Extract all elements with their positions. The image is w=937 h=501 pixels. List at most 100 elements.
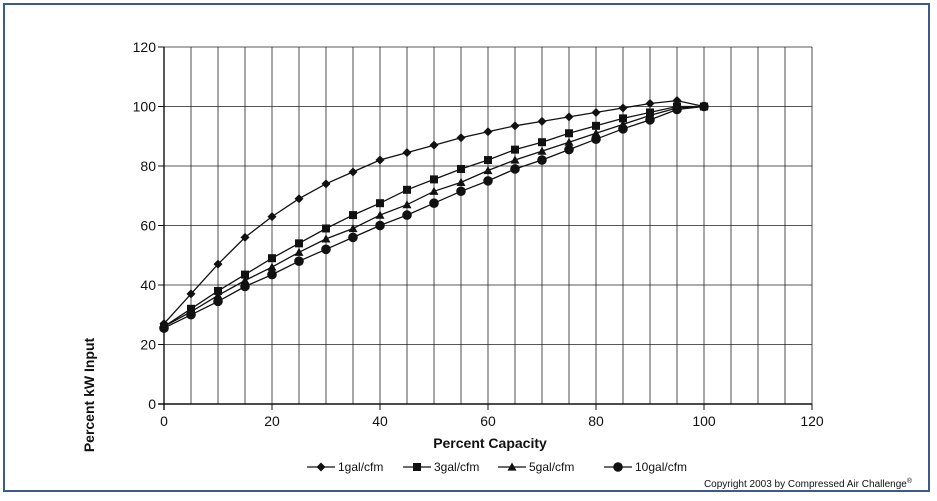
data-point-diamond (483, 127, 493, 137)
data-point-square (413, 463, 421, 471)
data-point-square (511, 145, 519, 154)
data-point-circle (159, 323, 169, 333)
data-point-triangle (240, 276, 250, 285)
data-point-circle (186, 309, 196, 320)
data-point-square (565, 129, 573, 138)
legend: 1gal/cfm 3gal/cfm 5gal/cfm 10gal/cfm (307, 460, 687, 474)
legend-item-4: 10gal/cfm (604, 460, 687, 474)
data-point-circle (375, 220, 385, 231)
data-point-triangle (294, 247, 304, 256)
y-tick-label: 0 (148, 396, 156, 412)
registered-mark: ® (907, 477, 913, 485)
data-point-diamond (510, 121, 520, 131)
x-tick-label: 100 (692, 413, 716, 429)
data-point-diamond (240, 232, 250, 242)
series-layer (159, 96, 709, 333)
data-point-circle (456, 186, 466, 197)
copyright-label: Copyright 2003 by Compressed Air Challen… (704, 479, 907, 490)
data-point-circle (645, 115, 655, 125)
data-point-diamond (456, 133, 466, 143)
data-point-square (538, 138, 546, 147)
x-tick-label: 80 (588, 413, 604, 429)
data-point-triangle (267, 262, 277, 271)
data-point-diamond (591, 107, 601, 117)
data-point-square (430, 175, 438, 184)
data-point-diamond (537, 116, 547, 126)
y-axis-title: Percent kW Input (81, 337, 97, 452)
data-point-circle (213, 296, 223, 307)
x-tick-label: 60 (480, 413, 496, 429)
legend-item-1: 1gal/cfm (307, 460, 383, 474)
data-point-circle (699, 101, 709, 112)
data-point-diamond (213, 259, 223, 269)
data-point-diamond (618, 103, 628, 113)
legend-label: 10gal/cfm (635, 460, 687, 474)
data-point-diamond (267, 212, 277, 222)
data-point-circle (294, 256, 304, 267)
x-tick-label: 40 (372, 413, 388, 429)
data-point-triangle (507, 462, 517, 471)
data-point-diamond (348, 167, 358, 177)
x-tick-label: 0 (160, 413, 168, 429)
data-point-triangle (591, 128, 601, 137)
data-point-diamond (429, 140, 439, 150)
data-point-square (403, 185, 411, 194)
data-point-triangle (375, 210, 385, 219)
data-point-square (349, 211, 357, 220)
data-point-circle (348, 232, 358, 243)
data-point-triangle (456, 177, 466, 186)
data-point-diamond (321, 179, 331, 189)
data-point-triangle (564, 137, 574, 146)
axes (158, 46, 813, 410)
y-tick-label: 20 (140, 337, 156, 353)
legend-label: 1gal/cfm (338, 460, 383, 474)
legend-item-2: 3gal/cfm (403, 460, 479, 474)
data-point-triangle (402, 200, 412, 209)
data-point-circle (613, 462, 623, 472)
y-tick-label: 60 (140, 218, 156, 234)
data-point-square (241, 270, 249, 279)
data-point-diamond (316, 462, 326, 472)
data-point-square (592, 121, 600, 130)
data-point-triangle (537, 146, 547, 155)
data-point-square (322, 224, 330, 233)
data-point-square (484, 156, 492, 165)
data-point-square (457, 164, 465, 173)
data-point-triangle (213, 290, 223, 300)
y-tick-label: 80 (140, 158, 156, 174)
data-point-diamond (186, 289, 196, 299)
series-4 (159, 101, 709, 333)
data-point-circle (537, 155, 547, 165)
data-point-circle (402, 210, 412, 220)
data-point-circle (240, 281, 250, 292)
data-point-triangle (510, 155, 520, 164)
data-point-circle (672, 104, 682, 115)
data-point-square (268, 254, 276, 263)
data-point-square (295, 239, 303, 248)
legend-label: 5gal/cfm (529, 460, 574, 474)
y-tick-label: 100 (133, 99, 157, 115)
data-point-circle (591, 134, 601, 145)
data-point-circle (510, 164, 520, 174)
data-point-diamond (294, 194, 304, 204)
data-point-diamond (564, 112, 574, 122)
data-point-circle (618, 124, 628, 134)
chart-frame (3, 3, 930, 492)
data-point-diamond (375, 155, 385, 165)
data-point-diamond (645, 99, 655, 109)
y-tick-label: 40 (140, 277, 156, 293)
copyright-text: Copyright 2003 by Compressed Air Challen… (704, 477, 913, 490)
legend-label: 3gal/cfm (434, 460, 479, 474)
y-tick-label: 120 (133, 39, 157, 55)
data-point-square (376, 199, 384, 208)
x-tick-label: 20 (264, 413, 280, 429)
tick-labels: 0 20 40 60 80 100 120 0 20 40 60 80 100 120 (133, 39, 824, 429)
data-point-triangle (321, 234, 331, 243)
data-point-square (619, 114, 627, 123)
x-tick-label: 120 (800, 413, 824, 429)
data-point-circle (429, 198, 439, 208)
data-point-triangle (429, 186, 439, 195)
data-point-triangle (483, 165, 493, 175)
x-axis-title: Percent Capacity (433, 435, 547, 451)
